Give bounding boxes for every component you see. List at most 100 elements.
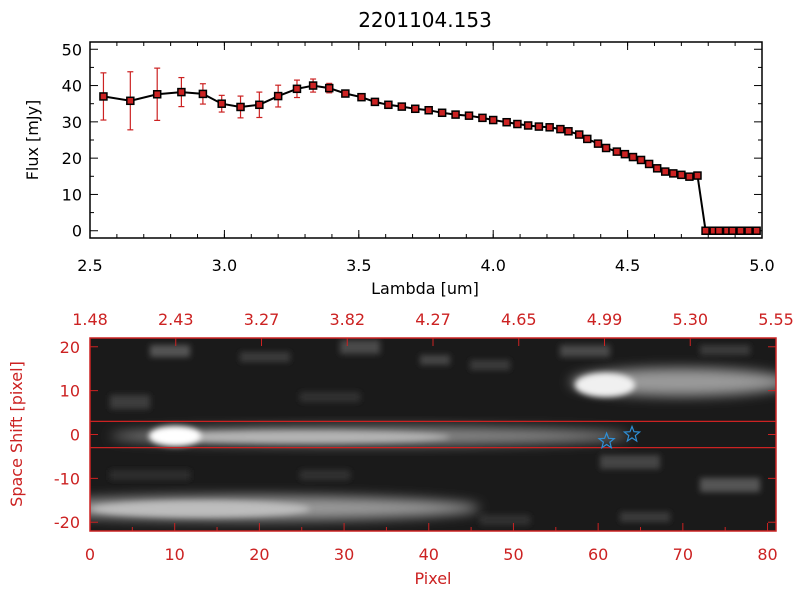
spectrum-y-axis-label: Flux [mJy] (23, 100, 42, 181)
main-trace-peak (149, 426, 201, 446)
spectrum-data-point (424, 105, 433, 115)
spectrum-data-point (628, 152, 638, 162)
spectrum-data-point (556, 124, 565, 134)
spectrum-x-tick-label: 2.5 (77, 256, 102, 275)
image-noise (110, 340, 760, 525)
lower-trace-core (90, 501, 310, 517)
spectrum-data-point (464, 111, 474, 120)
spectrum-data-point (217, 99, 226, 108)
spectrum-data-point (341, 89, 350, 98)
image-top-tick-label: 5.30 (672, 310, 708, 329)
spectrum-y-tick-label: 0 (72, 222, 82, 241)
spectrum-data-point (478, 113, 487, 123)
spectrum-data-point (99, 92, 108, 101)
spectrum-data-point (669, 169, 678, 178)
spectrum-data-point (752, 226, 761, 235)
spectrum-data-point (701, 226, 710, 235)
spectrum-data-point (397, 102, 407, 111)
spectrum-data-point (198, 89, 208, 99)
spectrum-plot: 2.5 3.0 3.5 4.0 4.5 5.0 0 10 20 30 40 50 Lambda [um… (23, 40, 775, 298)
image-x-tick-label: 60 (588, 545, 608, 564)
spectrum-data-point (255, 100, 264, 110)
spectrum-x-tick-label: 5.0 (749, 256, 774, 275)
image-x-tick-label: 0 (85, 545, 95, 564)
image-top-tick-label: 4.65 (501, 310, 537, 329)
spectrum-data-point (502, 117, 511, 127)
spectrum-ticks: 2.5 3.0 3.5 4.0 4.5 5.0 0 10 20 30 40 50 (62, 40, 775, 275)
source-star-icon (597, 431, 616, 449)
spectrum-data-point (523, 121, 533, 130)
source-star-icon (622, 424, 642, 443)
image-top-tick-label: 2.43 (158, 310, 194, 329)
image-x-tick-label: 40 (419, 545, 439, 564)
image-x-tick-label: 70 (673, 545, 693, 564)
chart-title: 2201104.153 (358, 8, 492, 32)
image-top-tick-label: 3.27 (244, 310, 280, 329)
spectrum-data-point (534, 122, 544, 131)
spectrum-data-point (488, 115, 498, 125)
spectrum-data-point (126, 96, 135, 106)
image-x-tick-label: 50 (503, 545, 523, 564)
spectrum-data-point (152, 90, 162, 99)
spectrum-x-tick-label: 3.0 (212, 256, 237, 275)
image-top-tick-label: 4.99 (587, 310, 623, 329)
spectrum-data-point (177, 87, 186, 97)
spectrum-data-point (545, 123, 554, 132)
image-top-tick-label: 5.55 (758, 310, 794, 329)
image-x-tick-label: 80 (757, 545, 777, 564)
image-ticks: 0 10 20 30 40 50 60 70 80 -20 -10 0 10 20 1.48 2.43 3.27… (54, 310, 794, 564)
spectrum-data-point (437, 108, 447, 118)
image-x-tick-label: 30 (334, 545, 354, 564)
spectrum-data-point (324, 83, 334, 93)
spectrum-y-tick-label: 30 (62, 113, 82, 132)
spectrum-data-point (744, 226, 753, 235)
spectrum-data-point (685, 172, 694, 181)
spectrum-data-point (292, 84, 302, 94)
image-y-tick-label: -10 (54, 469, 80, 488)
spectrum-data-point (451, 110, 460, 119)
spectrum-data-point (728, 226, 737, 235)
spectrum-y-tick-label: 40 (62, 77, 82, 96)
image-y-axis-label: Space Shift [pixel] (7, 361, 26, 507)
spectrum-data-point (644, 159, 654, 169)
spectrum-data-point (583, 134, 592, 144)
image-top-tick-label: 1.48 (72, 310, 108, 329)
spectrum-data-point (574, 130, 584, 139)
spectrum-data-point (652, 164, 662, 173)
spectrum-data-point (660, 167, 670, 176)
spectrum-y-tick-label: 10 (62, 185, 82, 204)
spectrum-data-point (410, 104, 420, 114)
spectrum-data-point (308, 81, 318, 90)
image-x-tick-label: 10 (165, 545, 185, 564)
spectrum-x-tick-label: 4.0 (480, 256, 505, 275)
spectrum-data-point (370, 97, 380, 107)
spectrum-data-point (236, 102, 245, 112)
source-markers (597, 424, 642, 449)
spectrum-data-point (736, 226, 745, 235)
spectrum-data-point (693, 171, 702, 180)
image-y-tick-label: -20 (54, 513, 80, 532)
spectrum-image (90, 338, 776, 531)
image-x-axis-label: Pixel (414, 569, 451, 588)
image-y-tick-label: 20 (60, 338, 80, 357)
spectrum-plot-frame (89, 41, 763, 239)
image-y-tick-label: 10 (60, 382, 80, 401)
spectrum-y-tick-label: 50 (62, 40, 82, 59)
spectrum-x-tick-label: 4.5 (615, 256, 640, 275)
image-y-tick-label: 0 (70, 426, 80, 445)
spectrum-data-point (384, 100, 393, 110)
spectrum-data-point (273, 91, 283, 101)
spectrum-data-point (593, 139, 603, 148)
main-trace-core (150, 431, 450, 443)
spectrum-data-point (513, 119, 522, 129)
spectrum-image-plot: 0 10 20 30 40 50 60 70 80 -20 -10 0 10 20 1.48 2.43 3.27… (7, 310, 794, 588)
upper-trace-peak (575, 373, 635, 397)
spectrum-data-point (564, 127, 573, 136)
image-top-tick-label: 4.27 (415, 310, 451, 329)
image-top-tick-label: 3.82 (329, 310, 365, 329)
spectrum-x-tick-label: 3.5 (346, 256, 371, 275)
spectrum-y-tick-label: 20 (62, 149, 82, 168)
spectrum-data-point (612, 147, 622, 156)
spectrum-data-point (620, 149, 630, 159)
spectrum-markers (99, 81, 761, 235)
